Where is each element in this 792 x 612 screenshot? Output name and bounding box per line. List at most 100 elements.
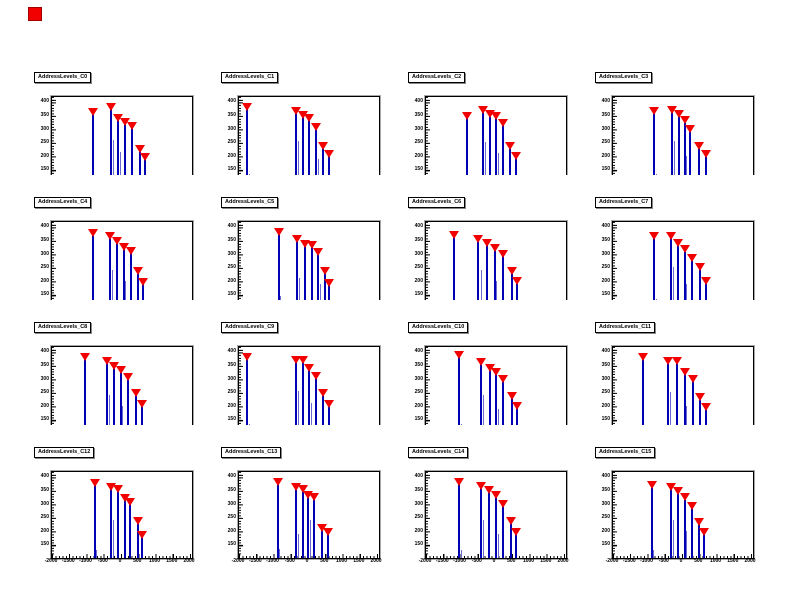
plot-title: AddressLevels_C1 [221, 72, 279, 83]
spike [140, 403, 143, 433]
spike [495, 115, 498, 183]
peak-marker-icon [700, 276, 711, 285]
plot-frame [611, 470, 755, 560]
peak-marker-icon [462, 112, 473, 121]
spike [327, 403, 330, 433]
peak-marker-icon [109, 362, 120, 371]
spike [704, 153, 707, 183]
spike [129, 501, 131, 558]
spike [653, 234, 656, 308]
spike [294, 109, 297, 183]
spike [315, 374, 318, 433]
y-tick-label: 350 [40, 362, 49, 368]
peak-marker-icon [122, 373, 133, 382]
y-tick-label: 300 [414, 500, 423, 507]
spike [650, 483, 653, 558]
y-tick-label: 150 [227, 541, 236, 548]
peak-marker-icon [646, 480, 657, 489]
peak-marker-icon [483, 485, 494, 494]
spike [466, 115, 469, 183]
spike [113, 365, 116, 433]
y-tick-label: 350 [40, 487, 49, 493]
spike [136, 520, 139, 558]
y-tick-label: 300 [40, 125, 49, 132]
plot-frame [611, 95, 755, 185]
spike [671, 108, 674, 183]
peak-marker-icon [89, 479, 100, 488]
x-tick-label: 0 [118, 558, 122, 564]
x-tick-label: -2000 [605, 558, 619, 564]
plot-pad: AddressLevels_C14 400 350 300 250 200 150 -2000… [404, 425, 591, 564]
peak-marker-icon [297, 484, 308, 493]
plot-pad: AddressLevels_C1400350300250200150-2000-… [217, 50, 404, 189]
peak-marker-icon [448, 230, 459, 239]
x-tick-label: 1500 [540, 558, 552, 564]
peak-marker-icon [306, 241, 317, 250]
peak-marker-icon [649, 106, 660, 115]
peak-marker-icon [505, 142, 516, 151]
sub-spike [674, 141, 676, 183]
spike [84, 355, 87, 433]
spike [485, 241, 488, 308]
peak-marker-icon [685, 124, 696, 133]
spike [110, 486, 113, 558]
spike [115, 240, 118, 308]
spike [122, 245, 125, 308]
y-axis-major-ticks [426, 97, 430, 181]
peak-marker-icon [679, 492, 690, 501]
spike [697, 521, 700, 558]
y-axis-major-ticks [613, 97, 617, 181]
y-axis-major-ticks [613, 472, 617, 556]
sub-spike [497, 533, 499, 558]
spike [124, 120, 127, 183]
spike [126, 376, 129, 433]
y-axis-major-ticks [52, 222, 56, 306]
spike [109, 234, 111, 308]
y-tick-label: 150 [601, 291, 610, 298]
y-tick-label: 200 [414, 402, 423, 409]
sub-spike [483, 520, 485, 558]
y-axis-major-ticks [426, 222, 430, 306]
spike [301, 487, 304, 558]
peak-marker-icon [679, 116, 690, 125]
plot-frame [50, 470, 194, 560]
y-tick-label: 350 [414, 237, 423, 243]
spike [106, 359, 109, 433]
x-tick-label: -1000 [79, 558, 92, 564]
plot-frame [237, 345, 381, 435]
sub-spike [125, 280, 127, 308]
peak-marker-icon [666, 231, 676, 240]
y-axis-major-ticks [613, 222, 617, 306]
peak-marker-icon [132, 267, 143, 276]
y-tick-label: 150 [601, 166, 610, 173]
spike [690, 505, 693, 558]
peak-marker-icon [88, 108, 99, 117]
spike [502, 252, 505, 308]
sub-spike [497, 153, 499, 183]
y-tick-label: 300 [227, 125, 236, 132]
peak-marker-icon [319, 267, 330, 276]
plot-title: AddressLevels_C5 [221, 197, 279, 208]
spike [683, 370, 686, 433]
y-tick-label: 400 [601, 348, 610, 355]
peak-marker-icon [481, 238, 492, 247]
sub-spike [112, 270, 113, 308]
plot-pad: AddressLevels_C2400350300250200150-2000-… [404, 50, 591, 189]
y-tick-label: 400 [227, 473, 236, 480]
y-axis-major-ticks [52, 347, 56, 431]
x-tick-label: -1500 [248, 558, 262, 564]
x-tick-label: 1000 [709, 558, 722, 564]
y-tick-label: 300 [601, 125, 610, 132]
peak-marker-icon [498, 499, 509, 508]
peak-marker-icon [290, 483, 301, 492]
y-tick-label: 150 [227, 166, 236, 173]
spike [116, 487, 119, 558]
spike [327, 153, 330, 183]
peak-marker-icon [102, 356, 113, 365]
y-axis-major-ticks [239, 347, 243, 431]
y-tick-label: 400 [414, 98, 423, 105]
spike [692, 377, 694, 433]
spike [142, 280, 145, 308]
peak-marker-icon [323, 527, 333, 536]
spike [93, 482, 96, 558]
